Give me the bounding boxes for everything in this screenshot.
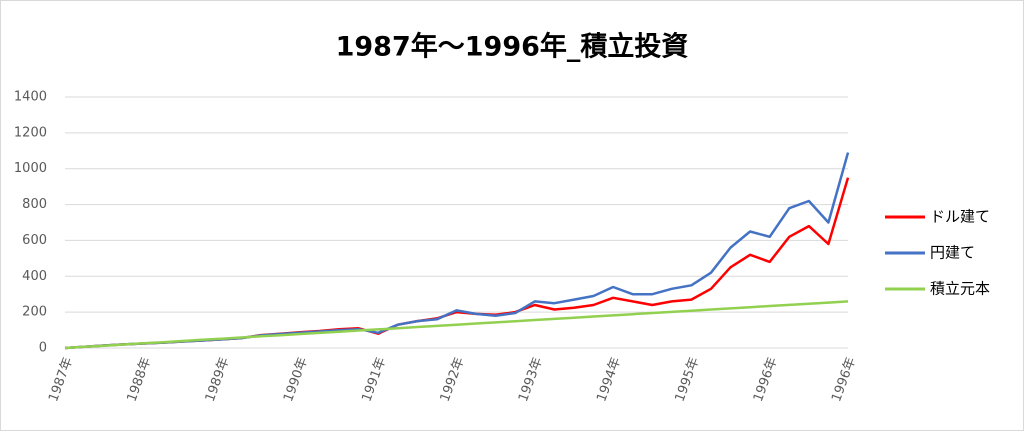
y-tick-label: 200 [22,305,47,320]
legend-label: 円建て [930,244,975,262]
y-tick-label: 1400 [14,90,47,105]
chart-title: 1987年～1996年_積立投資 [336,31,689,63]
y-tick-label: 400 [22,269,47,284]
legend-label: ドル建て [930,208,990,226]
series-line [64,300,849,350]
legend-label: 積立元本 [930,280,990,298]
y-tick-label: 600 [22,233,47,248]
y-tick-label: 800 [22,197,47,212]
y-tick-label: 1200 [14,125,47,140]
y-tick-label: 0 [39,341,47,356]
y-tick-label: 1000 [14,161,47,176]
